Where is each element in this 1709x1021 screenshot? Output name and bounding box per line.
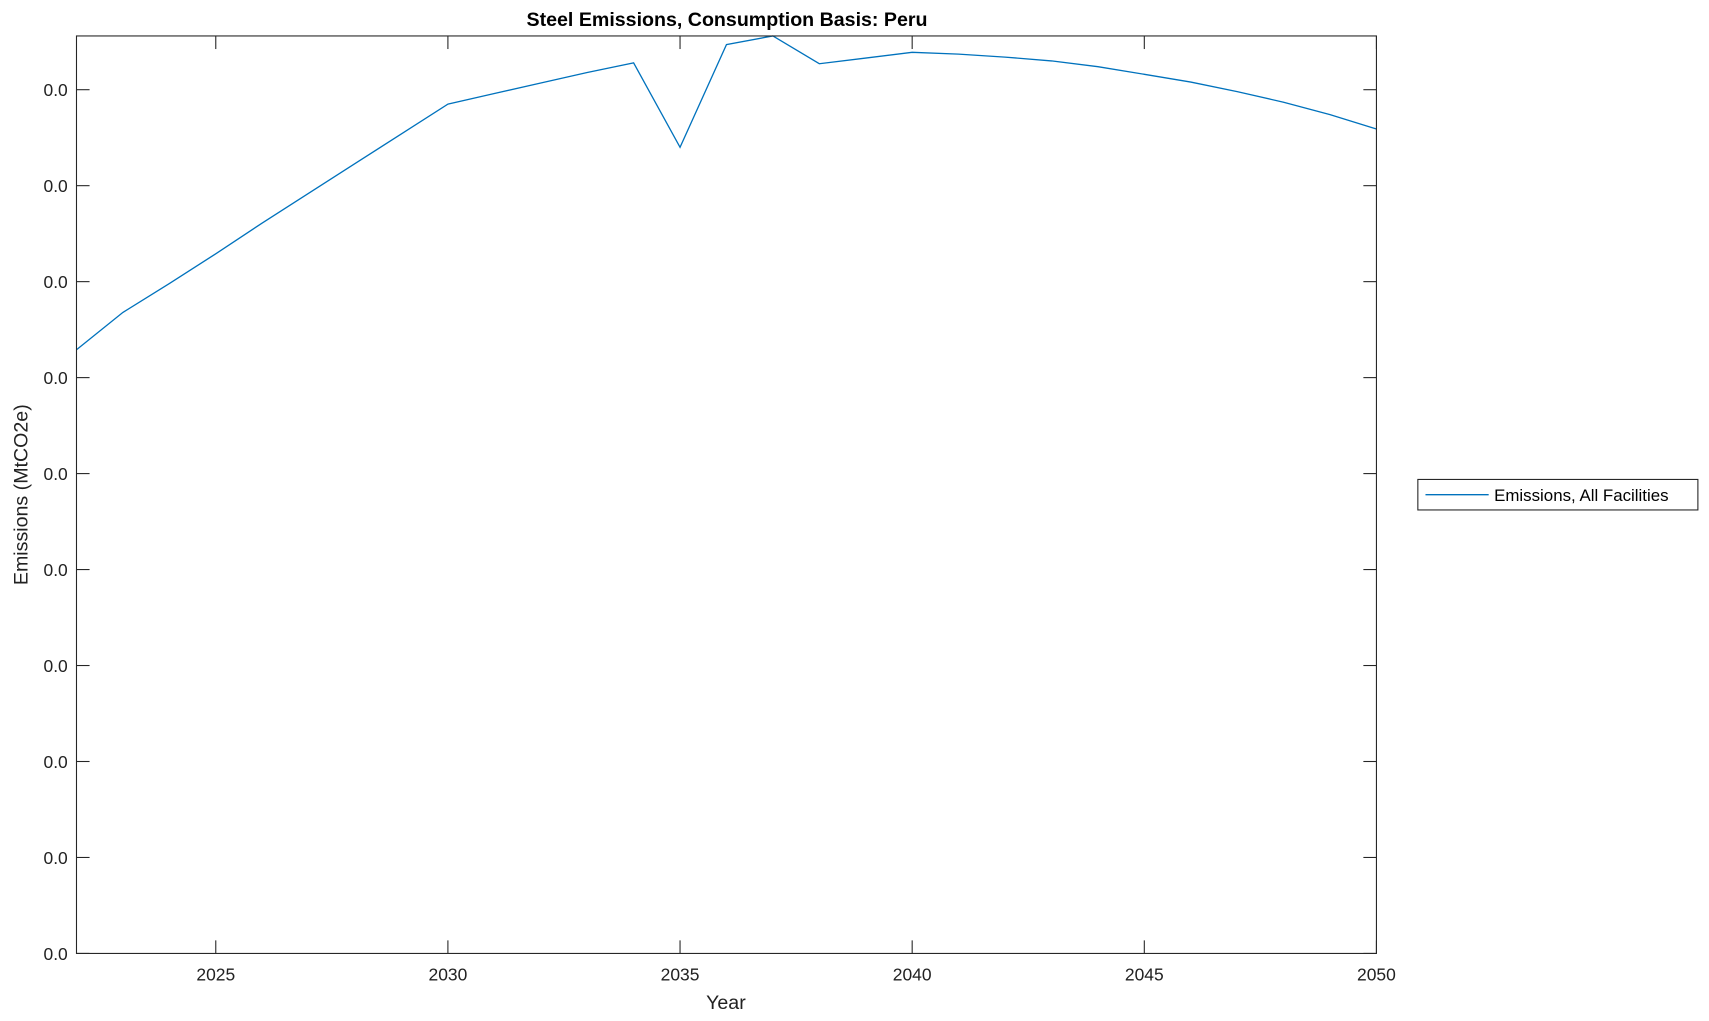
- chart-title: Steel Emissions, Consumption Basis: Peru: [527, 9, 928, 31]
- y-tick-label: 0.0: [44, 656, 69, 676]
- y-tick-label: 0.0: [44, 368, 69, 388]
- x-tick-label: 2025: [196, 965, 235, 985]
- x-tick-label: 2035: [661, 965, 700, 985]
- plot-area-frame: [75, 35, 1377, 954]
- y-tick-label: 0.0: [44, 560, 69, 580]
- x-tick-label: 2045: [1125, 965, 1164, 985]
- y-tick-label: 0.0: [44, 944, 69, 964]
- legend-label: Emissions, All Facilities: [1494, 486, 1668, 505]
- y-tick-label: 0.0: [44, 176, 69, 196]
- y-tick-label: 0.0: [44, 272, 69, 292]
- x-tick-label: 2030: [429, 965, 468, 985]
- y-tick-label: 0.0: [44, 464, 69, 484]
- x-axis-label: Year: [706, 992, 746, 1014]
- series-line-emissions-all-facilities: [76, 35, 1377, 351]
- y-tick-label: 0.0: [44, 80, 69, 100]
- y-axis-label: Emissions (MtCO2e): [10, 404, 32, 585]
- x-tick-label: 2040: [893, 965, 932, 985]
- legend[interactable]: Emissions, All Facilities: [1417, 478, 1699, 511]
- y-tick-label: 0.0: [44, 752, 69, 772]
- y-tick-label: 0.0: [44, 848, 69, 868]
- x-tick-label: 2050: [1357, 965, 1396, 985]
